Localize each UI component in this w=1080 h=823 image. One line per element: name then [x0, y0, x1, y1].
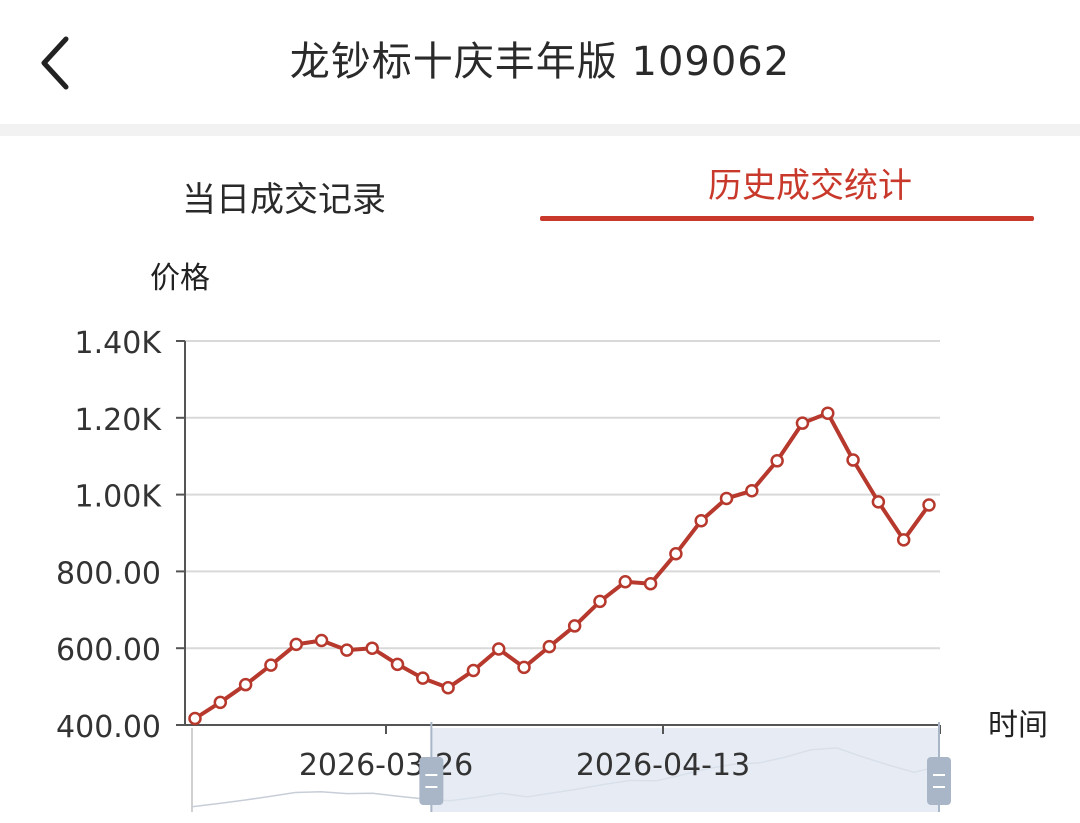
data-point — [821, 406, 835, 420]
data-point — [441, 681, 455, 695]
data-point — [466, 663, 481, 678]
active-tab-indicator — [540, 216, 1034, 221]
data-point — [922, 498, 936, 512]
data-point — [340, 643, 354, 657]
y-tick-label: 1.00K — [75, 480, 163, 515]
data-point — [314, 633, 329, 648]
y-tick-label: 800.00 — [56, 556, 161, 591]
chevron-left-icon[interactable] — [30, 30, 80, 96]
y-tick-label: 1.40K — [75, 326, 163, 361]
y-tick-label: 400.00 — [56, 710, 161, 745]
y-tick-label: 600.00 — [56, 633, 161, 668]
data-point — [289, 637, 303, 652]
data-point — [669, 546, 683, 561]
page-title: 龙钞标十庆丰年版 109062 — [289, 39, 791, 85]
data-point — [618, 575, 633, 589]
data-point — [896, 533, 911, 547]
zoom-handle-grip — [927, 757, 951, 805]
tab-history-stats[interactable]: 历史成交统计 — [708, 165, 912, 206]
x-axis-label: 时间 — [988, 708, 1048, 743]
data-point — [694, 513, 708, 528]
data-point — [643, 576, 658, 591]
data-point — [770, 454, 784, 468]
data-point — [390, 657, 405, 672]
data-point — [188, 711, 202, 726]
zoom-handle-start[interactable] — [419, 722, 444, 812]
data-point — [567, 619, 582, 633]
price-series-line — [193, 411, 931, 721]
data-point — [542, 639, 557, 654]
x-tick-label: 2026-04-13 — [576, 748, 750, 783]
data-point — [719, 491, 734, 506]
tab-daily-records[interactable]: 当日成交记录 — [182, 179, 386, 220]
zoom-handle-end[interactable] — [927, 722, 951, 812]
data-point — [416, 671, 430, 685]
zoom-handle-grip — [419, 757, 444, 805]
header: 龙钞标十庆丰年版 109062 — [0, 0, 1080, 128]
data-point — [365, 641, 379, 655]
y-tick-label: 1.20K — [75, 403, 163, 438]
data-point — [593, 594, 607, 609]
data-point — [213, 695, 228, 710]
data-point — [846, 453, 860, 467]
data-point — [238, 677, 253, 692]
data-point — [264, 658, 278, 672]
zoom-selected-range — [431, 728, 940, 812]
y-axis-label: 价格 — [150, 261, 210, 296]
data-point — [517, 660, 531, 675]
data-point — [745, 484, 759, 498]
data-point — [871, 495, 886, 509]
data-point — [795, 416, 810, 430]
data-point — [491, 642, 506, 656]
tab-bar: 当日成交记录 历史成交统计 — [0, 136, 1080, 228]
header-divider — [0, 124, 1080, 136]
x-tick-label: 2026-03-26 — [299, 748, 473, 783]
price-line-chart: 价格 400.00 600.00 800.00 1.00K 1.20K 1.40K 时间 202… — [56, 261, 1048, 812]
